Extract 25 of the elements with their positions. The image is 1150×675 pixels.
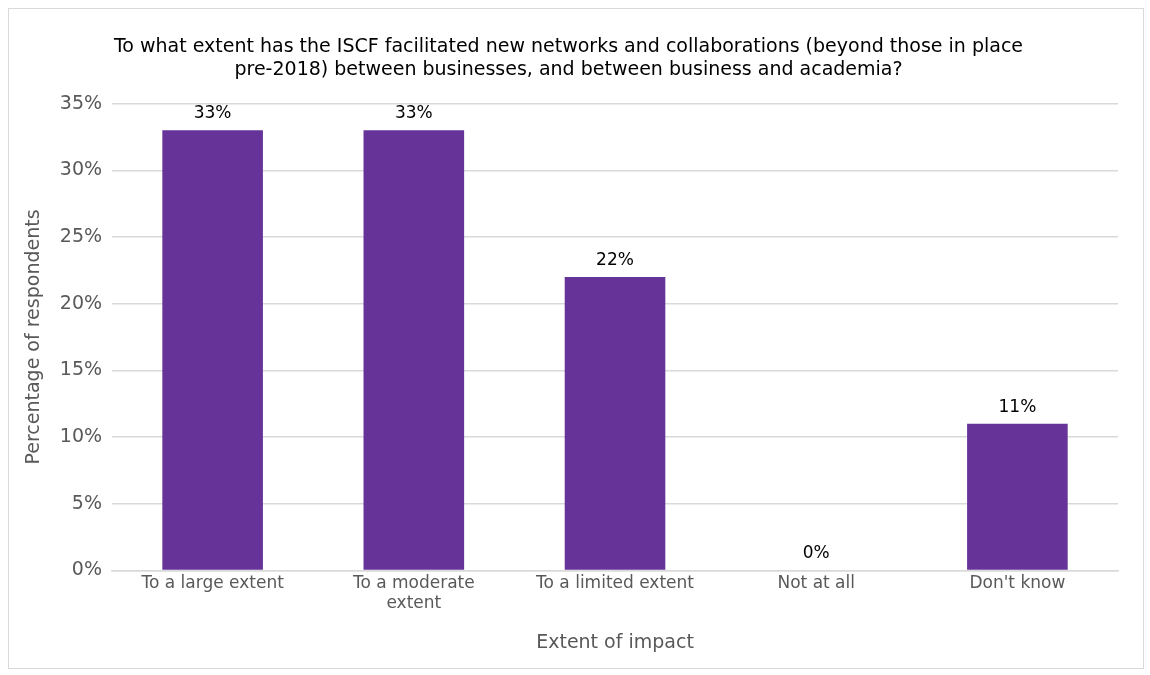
data-label: 11% — [998, 395, 1037, 416]
y-tick-label: 5% — [71, 490, 103, 513]
y-axis-title: Percentage of respondents — [21, 209, 44, 465]
x-axis-title: Extent of impact — [536, 629, 694, 652]
bar — [162, 130, 263, 570]
x-tick-label: To a large extent — [140, 572, 285, 593]
y-tick-label: 25% — [59, 223, 103, 246]
y-tick-label: 0% — [71, 557, 103, 580]
y-tick-label: 15% — [59, 357, 103, 380]
x-tick-label: Not at all — [777, 572, 855, 593]
y-tick-label: 35% — [59, 90, 103, 113]
y-tick-label: 10% — [59, 423, 103, 446]
y-tick-label: 20% — [59, 290, 103, 313]
y-tick-label: 30% — [59, 157, 103, 180]
bar — [967, 423, 1068, 570]
data-label: 33% — [193, 102, 232, 123]
bar — [564, 276, 666, 570]
data-label: 22% — [596, 248, 634, 269]
data-label: 0% — [802, 542, 830, 563]
x-tick-label: To a moderate extent — [351, 572, 475, 613]
bar — [363, 130, 465, 570]
data-label: 33% — [394, 102, 433, 123]
x-tick-label: To a limited extent — [535, 572, 695, 593]
chart-title: To what extent has the ISCF facilitated new networks and collaborations (beyond those in place pre-2018) between businesses, and between business and academia? — [112, 34, 1024, 80]
x-tick-label: Don't know — [969, 572, 1066, 593]
